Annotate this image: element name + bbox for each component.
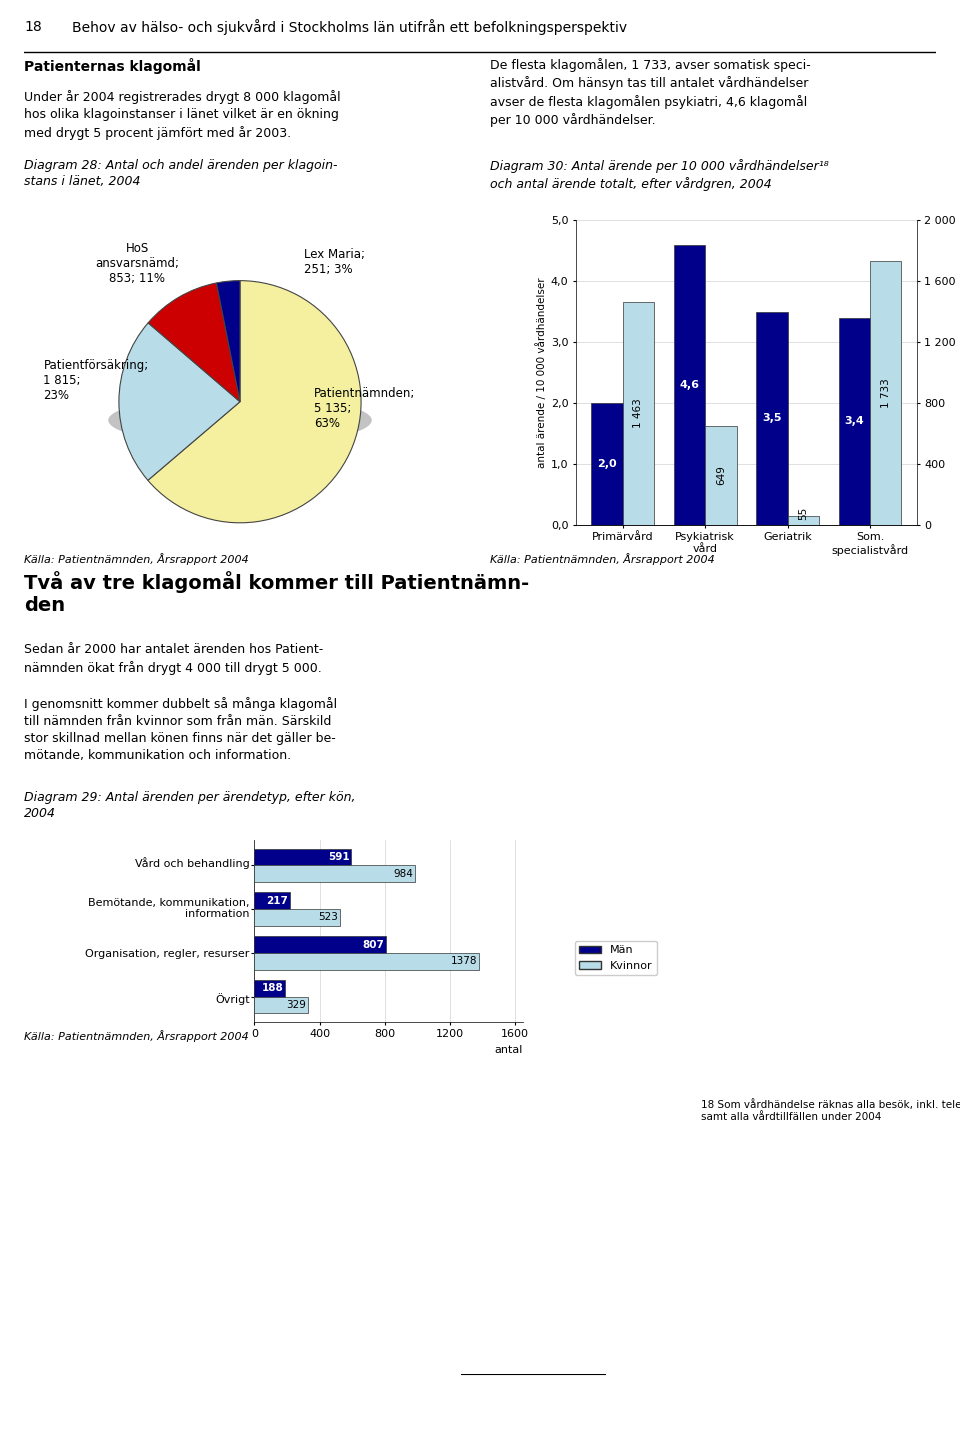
Text: 523: 523 xyxy=(318,913,338,923)
Bar xyxy=(254,893,290,909)
Bar xyxy=(591,403,623,525)
Text: Diagram 29: Antal ärenden per ärendetyp, efter kön,
2004: Diagram 29: Antal ärenden per ärendetyp,… xyxy=(24,791,355,820)
Text: 217: 217 xyxy=(267,895,288,906)
Text: 591: 591 xyxy=(327,852,349,862)
Legend: Män, Kvinnor: Män, Kvinnor xyxy=(575,940,658,975)
Bar xyxy=(254,865,415,882)
Bar xyxy=(623,301,654,525)
Text: Patientnämnden;
5 135;
63%: Patientnämnden; 5 135; 63% xyxy=(314,387,416,430)
Text: HoS
ansvarsnämd;
853; 11%: HoS ansvarsnämd; 853; 11% xyxy=(95,242,180,285)
Wedge shape xyxy=(148,281,361,523)
Text: Källa: Patientnämnden, Årsrapport 2004: Källa: Patientnämnden, Årsrapport 2004 xyxy=(490,554,714,565)
Text: 1 733: 1 733 xyxy=(880,378,891,407)
Bar xyxy=(839,317,870,525)
Text: Två av tre klagomål kommer till Patientnämn-
den: Två av tre klagomål kommer till Patientn… xyxy=(24,571,529,614)
Ellipse shape xyxy=(108,396,372,445)
Text: 55: 55 xyxy=(799,507,808,520)
Text: Patienternas klagomål: Patienternas klagomål xyxy=(24,58,201,74)
Y-axis label: antal ärende / 10 000 vårdhändelser: antal ärende / 10 000 vårdhändelser xyxy=(536,277,546,468)
Wedge shape xyxy=(216,281,240,401)
Text: Behov av hälso- och sjukvård i Stockholms län utifrån ett befolkningsperspektiv: Behov av hälso- och sjukvård i Stockholm… xyxy=(72,19,627,35)
Bar xyxy=(756,312,787,525)
Text: 2,0: 2,0 xyxy=(597,459,617,468)
Text: 18 Som vårdhändelse räknas alla besök, inkl. telefonkontakt,
samt alla vårdtillf: 18 Som vårdhändelse räknas alla besök, i… xyxy=(701,1098,960,1123)
Bar xyxy=(254,980,285,997)
Text: 18: 18 xyxy=(24,20,41,33)
Text: Organisation, regler, resurser: Organisation, regler, resurser xyxy=(85,949,250,959)
Text: 1 463: 1 463 xyxy=(634,398,643,427)
Text: 984: 984 xyxy=(394,868,413,878)
Text: 3,4: 3,4 xyxy=(845,416,864,426)
Wedge shape xyxy=(119,323,240,480)
Text: De flesta klagomålen, 1 733, avser somatisk speci-
alistvård. Om hänsyn tas till: De flesta klagomålen, 1 733, avser somat… xyxy=(490,58,810,128)
Bar xyxy=(254,909,340,926)
Bar xyxy=(254,849,350,865)
Text: I genomsnitt kommer dubbelt så många klagomål
till nämnden från kvinnor som från: I genomsnitt kommer dubbelt så många kla… xyxy=(24,697,337,762)
Text: Under år 2004 registrerades drygt 8 000 klagomål
hos olika klagoinstanser i läne: Under år 2004 registrerades drygt 8 000 … xyxy=(24,90,341,139)
Text: Övrigt: Övrigt xyxy=(215,993,250,1004)
Text: Lex Maria;
251; 3%: Lex Maria; 251; 3% xyxy=(304,248,365,277)
Bar xyxy=(706,426,736,525)
Text: 4,6: 4,6 xyxy=(680,380,700,390)
Text: 807: 807 xyxy=(363,939,385,949)
Text: 649: 649 xyxy=(716,465,726,485)
Text: Bemötande, kommunikation,
information: Bemötande, kommunikation, information xyxy=(88,897,250,919)
Text: Diagram 30: Antal ärende per 10 000 vårdhändelser¹⁸
och antal ärende totalt, eft: Diagram 30: Antal ärende per 10 000 vård… xyxy=(490,159,828,191)
Wedge shape xyxy=(148,283,240,401)
Bar xyxy=(254,953,479,969)
Bar xyxy=(787,516,819,525)
Text: 329: 329 xyxy=(286,1000,306,1010)
X-axis label: antal: antal xyxy=(494,1045,523,1055)
Text: Sedan år 2000 har antalet ärenden hos Patient-
nämnden ökat från drygt 4 000 til: Sedan år 2000 har antalet ärenden hos Pa… xyxy=(24,643,324,675)
Text: Patientförsäkring;
1 815;
23%: Patientförsäkring; 1 815; 23% xyxy=(43,359,149,401)
Text: 1378: 1378 xyxy=(451,956,477,966)
Bar xyxy=(254,936,386,953)
Text: Vård och behandling: Vård och behandling xyxy=(134,858,250,869)
Bar xyxy=(870,261,901,525)
Text: 188: 188 xyxy=(262,984,284,994)
Bar xyxy=(674,245,706,525)
Bar xyxy=(254,997,308,1013)
Text: Källa: Patientnämnden, Årsrapport 2004: Källa: Patientnämnden, Årsrapport 2004 xyxy=(24,554,249,565)
Text: 3,5: 3,5 xyxy=(762,413,781,423)
Text: Källa: Patientnämnden, Årsrapport 2004: Källa: Patientnämnden, Årsrapport 2004 xyxy=(24,1030,249,1042)
Text: Diagram 28: Antal och andel ärenden per klagoin-
stans i länet, 2004: Diagram 28: Antal och andel ärenden per … xyxy=(24,159,338,188)
